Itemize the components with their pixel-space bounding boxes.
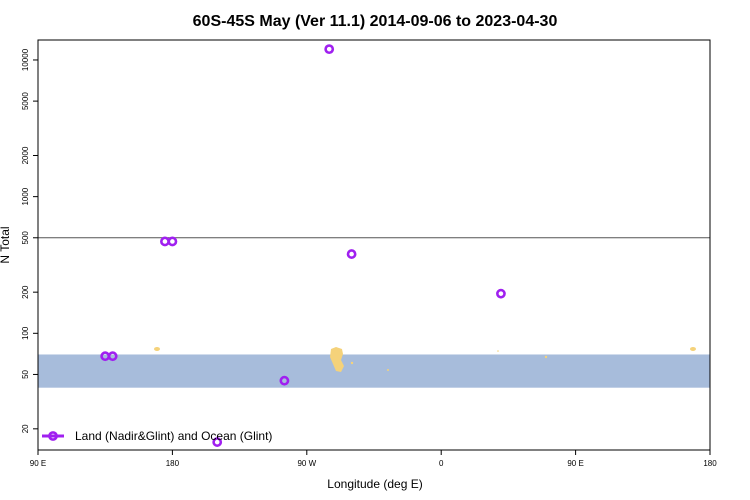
plot-area	[37, 39, 711, 451]
shaded-band	[38, 354, 710, 388]
data-point	[160, 236, 170, 247]
y-tick-label: 100	[21, 326, 30, 340]
y-tick-label: 5000	[21, 92, 30, 110]
land-patagonia	[330, 347, 344, 372]
legend-label: Land (Nadir&Glint) and Ocean (Glint)	[75, 429, 272, 443]
x-tick-label: 90 E	[567, 459, 583, 468]
land-kerguelen	[544, 355, 548, 359]
data-point	[107, 351, 118, 362]
x-tick-label: 90 E	[30, 459, 46, 468]
data-point	[324, 44, 335, 55]
data-point	[279, 375, 290, 386]
x-tick-label: 90 W	[297, 459, 316, 468]
y-tick-label: 200	[21, 285, 30, 299]
data-point	[496, 288, 506, 299]
chart-title: 60S-45S May (Ver 11.1) 2014-09-06 to 202…	[193, 13, 558, 30]
y-tick-label: 500	[21, 231, 30, 245]
y-tick-label: 1000	[21, 187, 30, 205]
x-axis: 90 E 180 90 W 0 90 E 180	[30, 450, 717, 468]
land-overlay	[154, 347, 696, 372]
data-point	[346, 249, 357, 259]
land-newzealand-repeat	[690, 347, 696, 351]
x-axis-label: Longitude (deg E)	[327, 477, 422, 491]
data-point	[212, 437, 223, 447]
y-tick-label: 20	[21, 424, 30, 433]
legend-marker	[48, 431, 58, 441]
land-falklands	[350, 361, 354, 365]
x-tick-label: 0	[439, 459, 444, 468]
y-axis: 10000 5000 2000 1000 500 200 100 50 20	[21, 48, 38, 433]
x-tick-label: 180	[703, 459, 717, 468]
y-tick-label: 10000	[21, 48, 30, 71]
x-tick-label: 180	[166, 459, 180, 468]
data-point	[167, 236, 178, 247]
land-marion	[497, 350, 499, 352]
y-axis-label: N Total	[0, 226, 12, 263]
legend: Land (Nadir&Glint) and Ocean (Glint)	[42, 429, 272, 443]
land-south-georgia	[387, 369, 389, 371]
land-newzealand	[154, 347, 160, 351]
y-tick-label: 50	[21, 369, 30, 378]
y-tick-label: 2000	[21, 146, 30, 164]
plot-frame	[37, 39, 711, 451]
